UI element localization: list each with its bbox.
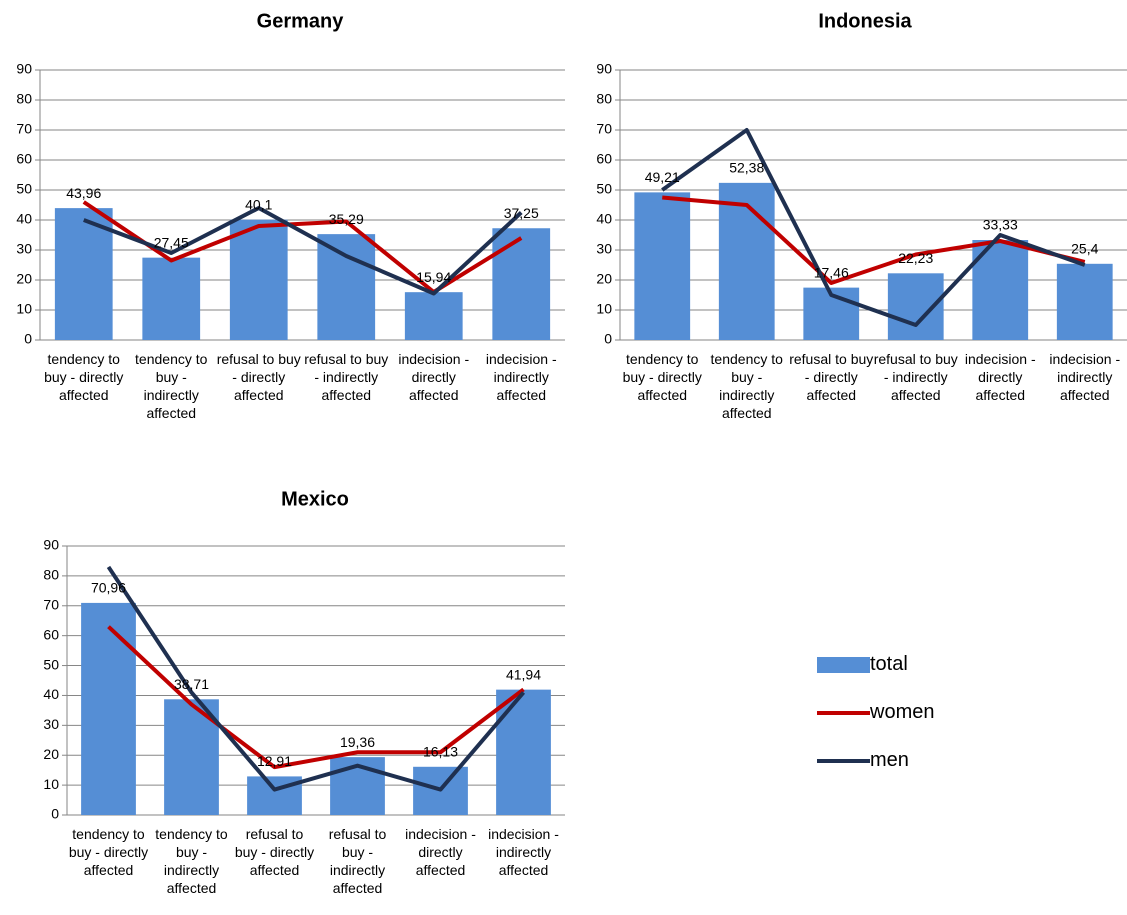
y-tick-label: 50 xyxy=(16,181,32,197)
data-label: 16,13 xyxy=(423,743,458,759)
data-label: 43,96 xyxy=(66,185,101,201)
bar xyxy=(492,228,551,340)
x-tick-label: tendency to buy - directly affected xyxy=(622,351,702,403)
bar xyxy=(81,602,136,815)
line xyxy=(107,625,525,770)
y-tick-label: 90 xyxy=(596,61,612,77)
y-tick-label: 20 xyxy=(43,746,59,762)
bar xyxy=(229,219,288,340)
x-tick-label: indecision - indirectly affected xyxy=(1049,351,1121,403)
y-tick-label: 30 xyxy=(43,716,59,732)
legend-label: men xyxy=(870,749,909,771)
y-tick-label: 80 xyxy=(596,91,612,107)
data-label: 52,38 xyxy=(729,160,764,176)
y-tick-label: 20 xyxy=(596,271,612,287)
y-tick-label: 80 xyxy=(16,91,32,107)
x-tick-label: indecision - indirectly affected xyxy=(488,826,559,878)
legend-swatch xyxy=(817,656,870,673)
y-tick-label: 50 xyxy=(596,181,612,197)
data-label: 22,23 xyxy=(898,250,933,266)
chart-title: Indonesia xyxy=(818,10,912,32)
data-label: 27,45 xyxy=(154,234,189,250)
y-tick-label: 20 xyxy=(16,271,32,287)
data-label: 19,36 xyxy=(340,734,375,750)
x-tick-label: indecision - indirectly affected xyxy=(485,351,557,403)
x-tick-label: refusal to buy - indirectly affected xyxy=(304,351,389,403)
line xyxy=(83,206,523,296)
data-label: 17,46 xyxy=(814,264,849,280)
line xyxy=(661,128,1086,327)
line xyxy=(106,565,526,792)
y-tick-label: 50 xyxy=(43,656,59,672)
y-tick-label: 30 xyxy=(16,241,32,257)
bar xyxy=(496,689,551,815)
data-label: 12,91 xyxy=(257,753,292,769)
legend-swatch xyxy=(817,710,870,715)
bar xyxy=(1056,263,1113,340)
y-tick-label: 80 xyxy=(43,567,59,583)
y-tick-label: 10 xyxy=(16,301,32,317)
data-label: 35,29 xyxy=(329,211,364,227)
legend-item: total xyxy=(815,652,908,677)
data-label: 40,1 xyxy=(245,196,272,212)
data-label: 15,94 xyxy=(416,269,451,285)
line xyxy=(82,200,523,294)
bar xyxy=(718,182,775,340)
x-tick-label: tendency to buy - directly affected xyxy=(44,351,124,403)
x-tick-label: refusal to buy - directly affected xyxy=(216,351,301,403)
legend-label: total xyxy=(870,653,908,675)
x-tick-label: refusal to buy - indirectly affected xyxy=(328,826,387,896)
bar xyxy=(54,208,113,340)
x-tick-label: refusal to buy - indirectly affected xyxy=(873,351,958,403)
legend-label: women xyxy=(870,701,935,723)
y-tick-label: 70 xyxy=(596,121,612,137)
y-tick-label: 0 xyxy=(24,331,32,347)
data-label: 41,94 xyxy=(506,666,541,682)
y-tick-label: 90 xyxy=(16,61,32,77)
y-tick-label: 70 xyxy=(16,121,32,137)
y-tick-label: 10 xyxy=(43,776,59,792)
x-tick-label: tendency to buy - indirectly affected xyxy=(710,351,783,421)
bar xyxy=(142,257,201,340)
x-tick-label: indecision - directly affected xyxy=(964,351,1036,403)
line xyxy=(662,195,1086,285)
bar xyxy=(404,292,463,340)
legend-item: men xyxy=(815,748,909,773)
y-tick-label: 0 xyxy=(51,806,59,822)
bar xyxy=(634,192,691,340)
chart-title: Germany xyxy=(257,10,345,32)
data-label: 49,21 xyxy=(645,169,680,185)
x-tick-label: tendency to buy - indirectly affected xyxy=(155,826,228,896)
y-tick-label: 90 xyxy=(43,537,59,553)
data-label: 70,96 xyxy=(91,580,126,596)
y-tick-label: 60 xyxy=(16,151,32,167)
legend-swatch xyxy=(817,758,870,763)
y-tick-label: 40 xyxy=(43,686,59,702)
x-tick-label: indecision - directly affected xyxy=(398,351,470,403)
data-label: 38,71 xyxy=(174,676,209,692)
x-tick-label: refusal to buy - directly affected xyxy=(789,351,874,403)
y-tick-label: 30 xyxy=(596,241,612,257)
y-tick-label: 0 xyxy=(604,331,612,347)
y-tick-label: 10 xyxy=(596,301,612,317)
y-tick-label: 40 xyxy=(596,211,612,227)
x-tick-label: tendency to buy - indirectly affected xyxy=(135,351,208,421)
x-tick-label: tendency to buy - directly affected xyxy=(68,826,149,878)
x-tick-label: indecision - directly affected xyxy=(405,826,476,878)
legend-item: women xyxy=(815,700,934,725)
y-tick-label: 60 xyxy=(596,151,612,167)
chart-title: Mexico xyxy=(281,488,349,510)
y-tick-label: 60 xyxy=(43,626,59,642)
data-label: 25,4 xyxy=(1071,241,1098,257)
x-tick-label: refusal to buy - directly affected xyxy=(234,826,315,878)
y-tick-label: 40 xyxy=(16,211,32,227)
data-label: 37,25 xyxy=(504,205,539,221)
y-tick-label: 70 xyxy=(43,596,59,612)
bar xyxy=(317,234,376,340)
data-label: 33,33 xyxy=(983,217,1018,233)
